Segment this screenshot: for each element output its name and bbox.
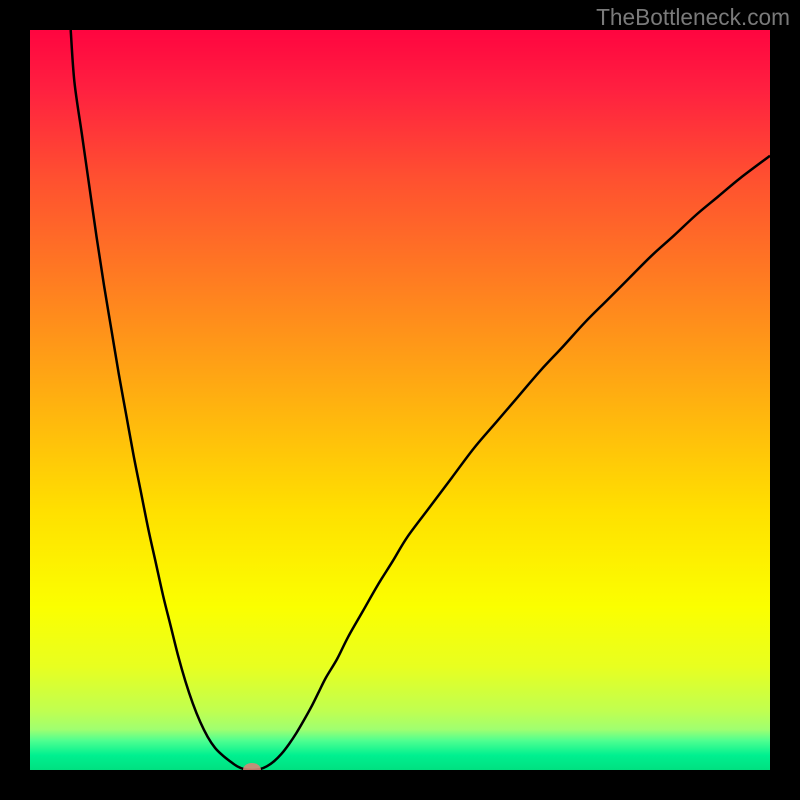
bottleneck-curve-chart <box>0 0 800 800</box>
plot-area <box>30 30 770 770</box>
watermark-text: TheBottleneck.com <box>596 4 790 31</box>
chart-container: TheBottleneck.com <box>0 0 800 800</box>
